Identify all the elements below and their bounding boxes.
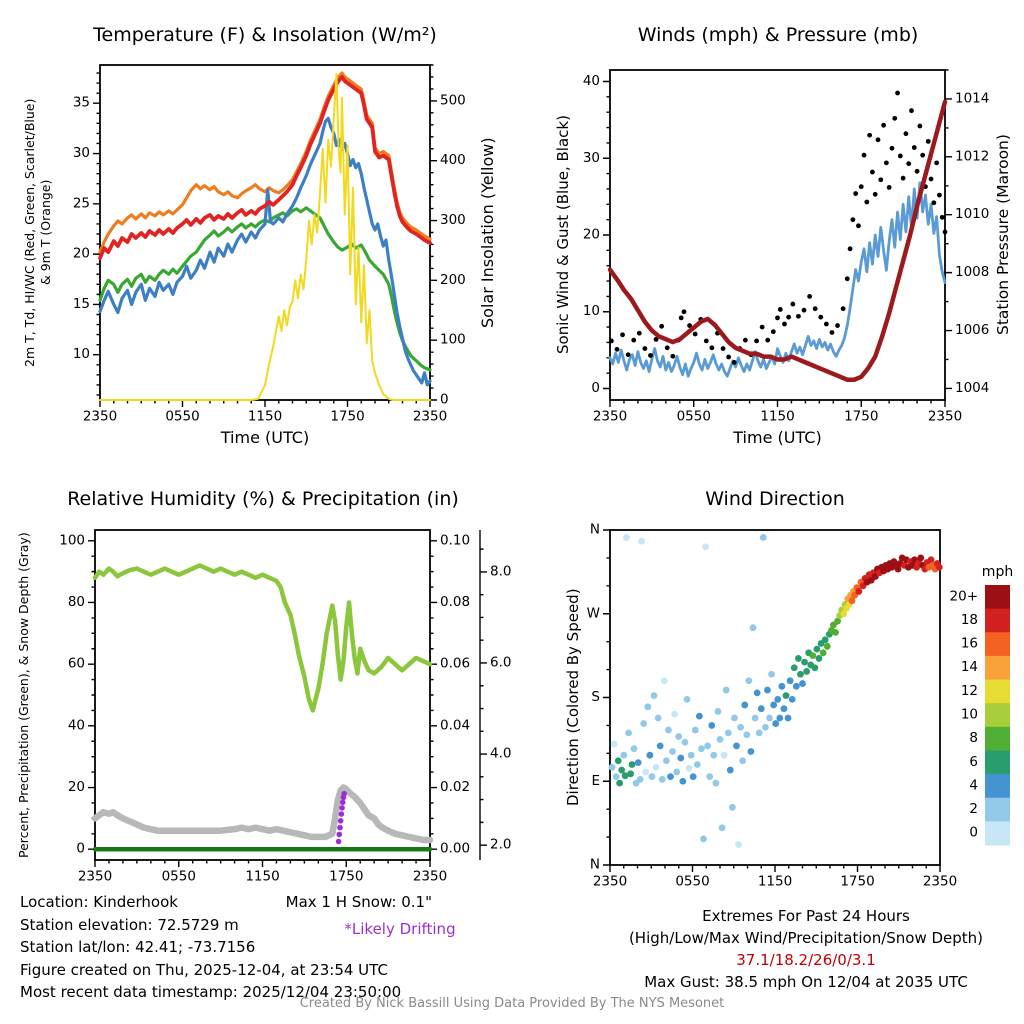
likely-drifting-note: *Likely Drifting: [344, 920, 456, 938]
figure-created-text: Figure created on Thu, 2025-12-04, at 23…: [20, 961, 388, 979]
pressure-y-axis-label: Station Pressure (Maroon): [994, 134, 1012, 336]
elevation-text: Station elevation: 72.5729 m: [20, 916, 239, 934]
temperature-y-axis-label-line1: 2m T, Td, HI/WC (Red, Green, Scarlet/Blu…: [22, 98, 37, 367]
wind-gust-y-axis-label: Sonic Wind & Gust (Blue, Black): [554, 115, 572, 355]
insolation-y-axis-label: Solar Insolation (Yellow): [478, 137, 497, 328]
credit-text: Created By Nick Bassill Using Data Provi…: [299, 996, 725, 1011]
temperature-chart-title: Temperature (F) & Insolation (W/m²): [93, 24, 437, 46]
temperature-x-axis-label: Time (UTC): [220, 428, 310, 447]
humidity-y-axis-label: Percent, Precipitation (Green), & Snow D…: [16, 532, 31, 858]
extremes-title: Extremes For Past 24 Hours: [702, 907, 910, 925]
humidity-chart-canvas: [0, 462, 512, 910]
max-gust-text: Max Gust: 38.5 mph On 12/04 at 2035 UTC: [644, 973, 968, 991]
location-text: Location: Kinderhook: [20, 893, 178, 911]
panel-wind-direction: Wind Direction Direction (Colored By Spe…: [512, 462, 1024, 910]
extremes-values: 37.1/18.2/26/0/3.1: [736, 951, 876, 969]
panel-temperature: Temperature (F) & Insolation (W/m²) 2m T…: [0, 0, 512, 462]
wind-direction-chart-title: Wind Direction: [705, 488, 845, 510]
winds-chart-canvas: [512, 0, 1024, 462]
temperature-y-axis-label-line2: & 9m T (Orange): [38, 179, 53, 286]
humidity-chart-title: Relative Humidity (%) & Precipitation (i…: [67, 488, 459, 510]
wind-direction-y-axis-label: Direction (Colored By Speed): [564, 588, 582, 807]
max-snow-note: Max 1 H Snow: 0.1": [285, 893, 432, 911]
panel-winds: Winds (mph) & Pressure (mb) Sonic Wind &…: [512, 0, 1024, 462]
data-timestamp-text: Most recent data timestamp: 2025/12/04 2…: [20, 983, 402, 1001]
winds-chart-title: Winds (mph) & Pressure (mb): [637, 24, 919, 46]
temperature-y-axis-label: 2m T, Td, HI/WC (Red, Green, Scarlet/Blu…: [22, 65, 56, 400]
winds-x-axis-label: Time (UTC): [733, 428, 822, 447]
panel-humidity: Relative Humidity (%) & Precipitation (i…: [0, 462, 512, 910]
extremes-subtitle: (High/Low/Max Wind/Precipitation/Snow De…: [628, 929, 984, 947]
wind-direction-chart-canvas: [512, 462, 1024, 910]
temperature-chart-canvas: [0, 0, 512, 462]
latlon-text: Station lat/lon: 42.41; -73.7156: [20, 938, 256, 956]
